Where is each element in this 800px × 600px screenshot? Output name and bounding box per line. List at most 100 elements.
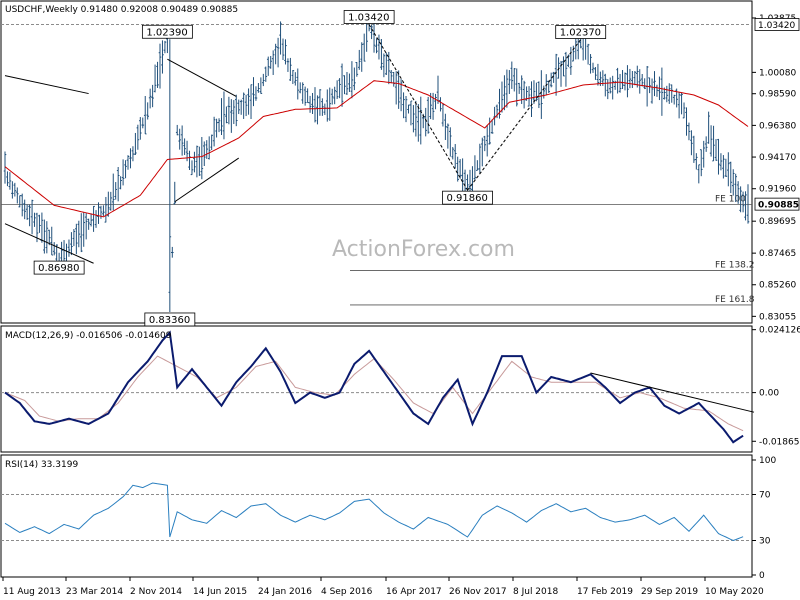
price-bar [43, 219, 46, 254]
price-bar [271, 50, 275, 75]
price-bar [616, 67, 619, 94]
macd-axis-label: -0.018657 [759, 437, 800, 447]
price-bar [350, 61, 354, 99]
price-bar [360, 42, 364, 72]
price-bar [38, 214, 41, 233]
price-bar [503, 75, 506, 111]
price-bar [456, 156, 459, 182]
price-bar [114, 182, 118, 200]
price-bar [163, 40, 167, 54]
price-bar [97, 202, 100, 224]
price-bar [266, 56, 270, 76]
price-bar [124, 160, 127, 179]
price-axis-label: 0.87465 [759, 249, 796, 259]
price-bar [50, 226, 54, 256]
price-bar [316, 95, 319, 125]
price-bar [729, 161, 733, 194]
price-bar [188, 150, 191, 170]
price-bar [532, 80, 536, 104]
price-bar [111, 173, 115, 211]
price-bar [325, 89, 329, 122]
price-annotation-label: 1.03420 [348, 12, 389, 23]
price-bar [158, 43, 162, 89]
price-bar [407, 104, 410, 114]
last-price-tag-box [754, 197, 800, 211]
price-axis-label: 0.85260 [759, 281, 796, 291]
price-bar [227, 96, 231, 125]
price-annotation-label: 0.83360 [149, 315, 190, 326]
price-bar [734, 173, 737, 203]
macd-axis-label: 0.00 [759, 389, 779, 399]
price-layer: FE 100 FE 138.2 FE 161.8 1.03420 1.02390 1.02… [1, 10, 755, 327]
price-annotation-box [555, 25, 607, 39]
price-trendline [4, 223, 94, 264]
rsi-layer [1, 482, 752, 542]
high-price-tag-box [754, 18, 800, 31]
price-bar [690, 130, 693, 156]
macd-panel-frame [0, 325, 753, 453]
price-bar [569, 46, 573, 75]
high-price-tag-label: 1.03420 [758, 21, 795, 31]
price-bar [611, 75, 614, 100]
price-bar [623, 72, 627, 91]
price-bar [434, 93, 437, 110]
price-bar [717, 138, 720, 175]
x-axis-label: 16 Apr 2017 [386, 587, 442, 597]
price-bar [461, 158, 464, 192]
price-bar [522, 80, 526, 109]
price-bar [335, 80, 339, 100]
price-bar [161, 40, 164, 74]
price-bar [530, 81, 533, 117]
x-axis-label: 24 Jan 2016 [258, 587, 312, 597]
price-bar [107, 191, 110, 217]
price-bar [468, 169, 472, 192]
rsi-axis-label: 30 [759, 537, 771, 547]
price-bar [148, 88, 152, 109]
price-bar [446, 123, 450, 149]
price-bar [247, 88, 250, 115]
price-bar [330, 88, 334, 105]
price-bar [338, 78, 341, 99]
price-bar [731, 169, 735, 196]
price-bar [549, 72, 553, 88]
x-axis-label: 8 Jul 2018 [513, 587, 558, 597]
price-bar [8, 172, 12, 190]
price-bar [419, 96, 423, 145]
price-bar [23, 199, 26, 220]
price-bar [355, 62, 359, 77]
macd-line [4, 330, 744, 444]
price-bar [608, 77, 612, 94]
price-bar [151, 84, 154, 108]
price-trendline [167, 58, 237, 97]
price-bar [47, 229, 51, 246]
price-bar [677, 92, 681, 119]
price-bar [311, 92, 314, 115]
price-bar [104, 196, 108, 223]
price-bar [672, 94, 676, 105]
price-bar [724, 158, 728, 177]
price-annotation: 0.83360 [144, 312, 196, 327]
price-bar [131, 146, 135, 162]
price-bar [375, 38, 378, 54]
price-bar [205, 140, 209, 159]
price-annotation-label: 1.02390 [146, 27, 187, 38]
price-bar [230, 99, 233, 133]
price-bar [744, 191, 747, 221]
rsi-axis-label: 100 [759, 456, 776, 466]
price-bar [212, 116, 216, 147]
price-bar [640, 73, 644, 87]
price-bar [695, 153, 698, 170]
price-bar [175, 124, 179, 136]
macd-axis-label: 0.024126 [759, 326, 800, 336]
price-bar [520, 75, 523, 104]
price-bar [217, 118, 221, 133]
price-bar [308, 95, 312, 113]
x-axis-label: 23 Mar 2014 [66, 587, 123, 597]
price-bar [510, 61, 514, 89]
price-bar [505, 69, 509, 108]
price-bar [249, 84, 253, 119]
price-bar [409, 100, 413, 126]
price-bar [638, 69, 642, 94]
price-bar [557, 57, 560, 79]
price-bar [604, 73, 607, 97]
